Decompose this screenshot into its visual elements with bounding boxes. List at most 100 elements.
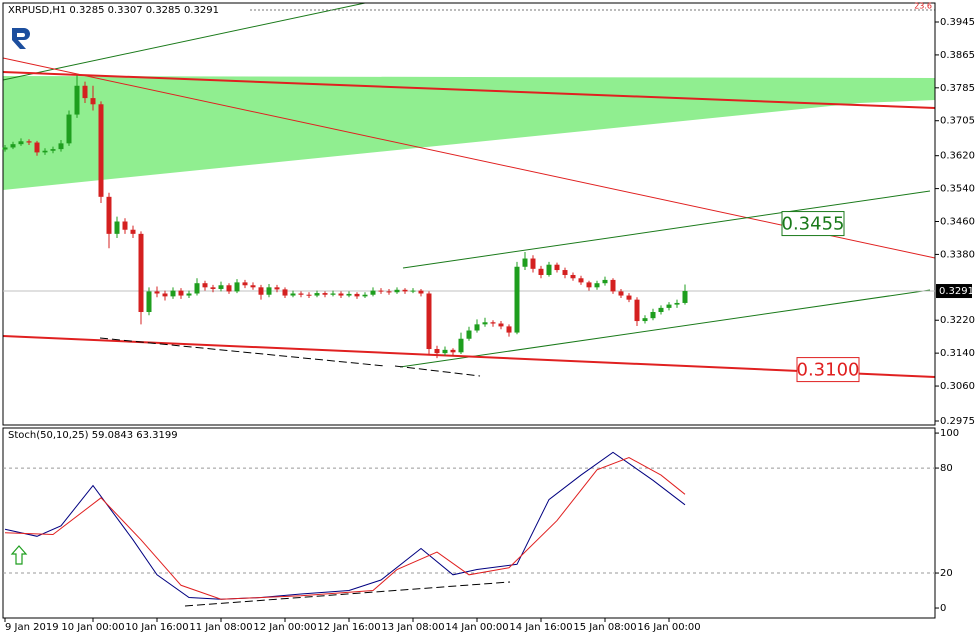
y-tick-label: 0.3220 bbox=[940, 315, 975, 326]
x-tick-label: 15 Jan 08:00 bbox=[573, 622, 636, 633]
candle-body bbox=[338, 293, 344, 296]
candle-body bbox=[170, 290, 176, 297]
level-box: 0.3455 bbox=[781, 211, 845, 237]
chart-title: XRPUSD,H1 0.3285 0.3307 0.3285 0.3291 bbox=[8, 5, 219, 16]
candle-body bbox=[330, 293, 336, 295]
trend-line bbox=[2, 71, 936, 109]
candle-body bbox=[658, 307, 664, 313]
x-tick-label: 9 Jan 2019 bbox=[5, 622, 59, 633]
candle-body bbox=[458, 338, 464, 353]
candle-body bbox=[522, 258, 528, 267]
stoch-panel bbox=[2, 427, 936, 619]
x-tick-label: 10 Jan 00:00 bbox=[61, 622, 124, 633]
candle-body bbox=[98, 104, 104, 197]
y-tick-label: 100 bbox=[940, 428, 959, 439]
main-panel bbox=[2, 2, 936, 426]
candle-body bbox=[602, 279, 608, 284]
candle-body bbox=[570, 274, 576, 279]
y-tick-label: 0.3140 bbox=[940, 348, 975, 359]
candle-body bbox=[258, 287, 264, 295]
candle-body bbox=[506, 326, 512, 333]
candle-body bbox=[210, 287, 216, 289]
candle-body bbox=[418, 290, 424, 294]
y-tick-label: 0.3705 bbox=[940, 116, 975, 127]
candle-body bbox=[234, 282, 240, 292]
x-tick-label: 11 Jan 08:00 bbox=[189, 622, 252, 633]
candle-body bbox=[2, 147, 8, 150]
x-tick-label: 13 Jan 08:00 bbox=[381, 622, 444, 633]
candle-body bbox=[410, 290, 416, 292]
y-tick-label: 0.3540 bbox=[940, 184, 975, 195]
candle-body bbox=[186, 293, 192, 296]
candle-body bbox=[682, 291, 688, 303]
candle-body bbox=[426, 293, 432, 350]
channel-line bbox=[399, 289, 931, 368]
candle-body bbox=[650, 312, 656, 319]
dashed-line bbox=[394, 365, 481, 377]
y-tick-label: 0.3460 bbox=[940, 217, 975, 228]
last-price-tag bbox=[936, 284, 972, 299]
candle-body bbox=[402, 289, 408, 292]
candle-body bbox=[266, 287, 272, 295]
candle-body bbox=[162, 293, 168, 297]
candle-body bbox=[322, 293, 328, 295]
candle-body bbox=[466, 330, 472, 339]
level-label: 0.3455 bbox=[782, 214, 845, 235]
candle-body bbox=[354, 293, 360, 297]
candle-body bbox=[194, 283, 200, 294]
candle-body bbox=[634, 299, 640, 322]
candle-body bbox=[274, 287, 280, 290]
candle-body bbox=[306, 294, 312, 296]
y-tick-label: 0.3865 bbox=[940, 50, 975, 61]
y-tick-label: 0.3380 bbox=[940, 249, 975, 260]
candle-body bbox=[362, 294, 368, 297]
candle-body bbox=[74, 85, 80, 115]
y-tick-label: 20 bbox=[940, 568, 953, 579]
candle-body bbox=[106, 196, 112, 234]
candle-body bbox=[58, 143, 64, 150]
indicator-title: Stoch(50,10,25) 59.0843 63.3199 bbox=[8, 430, 178, 441]
candle-body bbox=[138, 233, 144, 313]
y-tick-label: 0.3620 bbox=[940, 151, 975, 162]
y-tick-label: 0.3785 bbox=[940, 83, 975, 94]
candle-body bbox=[114, 221, 120, 234]
candle-body bbox=[666, 304, 672, 308]
candle-body bbox=[314, 293, 320, 296]
candle-body bbox=[546, 264, 552, 275]
candle-body bbox=[146, 291, 152, 313]
candle-body bbox=[626, 295, 632, 300]
candle-body bbox=[618, 291, 624, 296]
candle-body bbox=[154, 291, 160, 294]
candle-body bbox=[490, 322, 496, 324]
candle-body bbox=[90, 98, 96, 105]
y-tick-label: 0 bbox=[940, 603, 946, 614]
fib-label: 23.6 bbox=[914, 2, 932, 11]
candle-body bbox=[450, 349, 456, 353]
candle-body bbox=[578, 278, 584, 283]
y-tick-label: 80 bbox=[940, 463, 953, 474]
candle-body bbox=[66, 114, 72, 144]
candle-body bbox=[26, 141, 32, 143]
y-tick-label: 0.3060 bbox=[940, 381, 975, 392]
candle-body bbox=[674, 302, 680, 305]
candle-body bbox=[498, 323, 504, 327]
fan-zone bbox=[3, 76, 935, 190]
candle-body bbox=[562, 270, 568, 275]
candle-body bbox=[394, 289, 400, 293]
candle-body bbox=[290, 293, 296, 296]
candle-body bbox=[282, 289, 288, 296]
dashed-line bbox=[184, 581, 511, 607]
candle-body bbox=[514, 266, 520, 333]
candle-body bbox=[226, 285, 232, 292]
y-tick-label: 0.3945 bbox=[940, 17, 975, 28]
level-box: 0.3100 bbox=[796, 357, 860, 383]
candle-body bbox=[442, 349, 448, 354]
candle-body bbox=[34, 142, 40, 153]
candle-body bbox=[538, 268, 544, 275]
candle-body bbox=[130, 229, 136, 234]
candle-body bbox=[298, 293, 304, 295]
candle-body bbox=[18, 141, 24, 145]
x-tick-label: 14 Jan 16:00 bbox=[509, 622, 572, 633]
x-tick-label: 12 Jan 16:00 bbox=[317, 622, 380, 633]
